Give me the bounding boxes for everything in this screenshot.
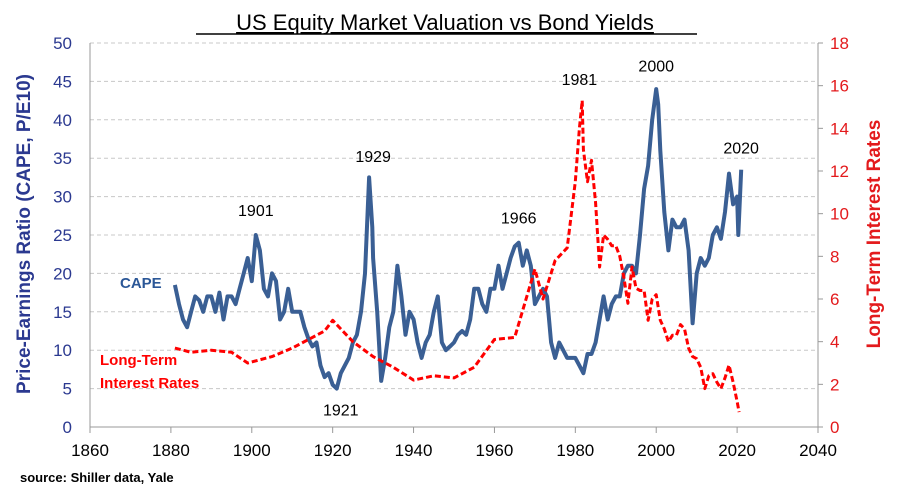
x-tick-label: 1980	[556, 441, 594, 460]
annotation-label: 1929	[355, 149, 391, 166]
y-left-tick-label: 15	[53, 303, 72, 322]
x-tick-label: 2020	[718, 441, 756, 460]
y-right-tick-label: 4	[830, 333, 839, 352]
y-right-tick-label: 8	[830, 247, 839, 266]
y-left-tick-label: 50	[53, 34, 72, 53]
y-right-label: Long-Term Interest Rates	[864, 120, 885, 349]
y-left-tick-label: 30	[53, 188, 72, 207]
y-left-tick-label: 10	[53, 341, 72, 360]
y-left-tick-label: 40	[53, 111, 72, 130]
y-left-tick-label: 0	[63, 418, 72, 437]
y-right-tick-label: 10	[830, 205, 849, 224]
y-right-tick-label: 14	[830, 119, 849, 138]
annotation-label: 2000	[638, 58, 674, 75]
y-left-tick-label: 45	[53, 72, 72, 91]
y-right-tick-label: 0	[830, 418, 839, 437]
y-left-tick-label: 5	[63, 380, 72, 399]
annotation-label: 1921	[323, 402, 359, 419]
cape-series-label: CAPE	[120, 275, 162, 292]
source-note: source: Shiller data, Yale	[20, 470, 174, 485]
y-left-tick-label: 35	[53, 149, 72, 168]
annotation-label: 2020	[723, 141, 759, 158]
cape-line	[172, 87, 744, 391]
annotation-label: 1966	[501, 210, 537, 227]
x-tick-label: 1860	[71, 441, 109, 460]
x-tick-label: 1880	[152, 441, 190, 460]
y-right-tick-label: 12	[830, 162, 849, 181]
x-tick-label: 1940	[395, 441, 433, 460]
x-tick-label: 1900	[233, 441, 271, 460]
y-right-tick-label: 6	[830, 290, 839, 309]
x-tick-label: 1920	[314, 441, 352, 460]
rates-series-label-2: Interest Rates	[100, 375, 199, 392]
annotation-label: 1981	[562, 72, 598, 89]
annotation-label: 1901	[238, 203, 274, 220]
y-right-tick-label: 16	[830, 77, 849, 96]
interest-rate-line	[174, 99, 741, 413]
x-tick-label: 2000	[637, 441, 675, 460]
y-left-tick-label: 25	[53, 226, 72, 245]
chart-title: US Equity Market Valuation vs Bond Yield…	[236, 10, 654, 35]
rates-series-label-1: Long-Term	[100, 352, 177, 369]
y-left-tick-label: 20	[53, 264, 72, 283]
y-left-label: Price-Earnings Ratio (CAPE, P/E10)	[14, 74, 35, 394]
x-tick-label: 2040	[799, 441, 837, 460]
y-right-tick-label: 2	[830, 375, 839, 394]
y-right-tick-label: 18	[830, 34, 849, 53]
x-tick-label: 1960	[476, 441, 514, 460]
